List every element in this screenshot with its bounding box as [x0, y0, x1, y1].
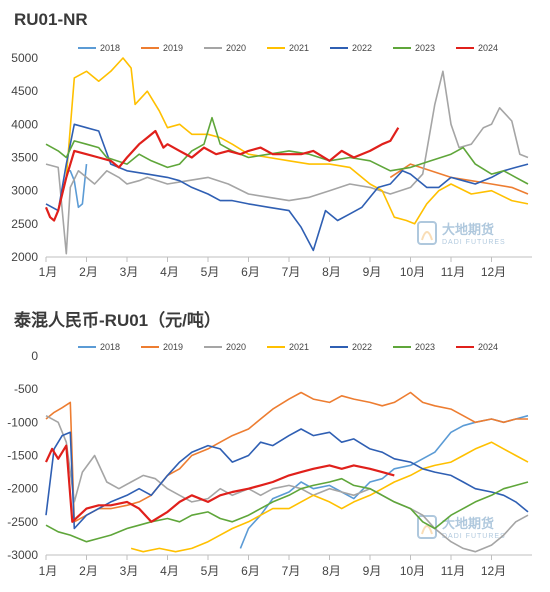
legend-label-2023: 2023 — [415, 342, 435, 352]
watermark-name: 大地期货 — [442, 222, 494, 237]
x-tick-label: 7月 — [282, 265, 301, 279]
y-tick-label: 2000 — [11, 250, 38, 264]
series-line-2021 — [130, 441, 529, 553]
y-tick-label: -500 — [14, 382, 38, 396]
watermark-name: 大地期货 — [442, 516, 494, 531]
y-tick-label: -3000 — [7, 548, 38, 562]
x-tick-label: 8月 — [322, 564, 341, 578]
series-line-2020 — [45, 70, 529, 255]
y-tick-label: -2500 — [7, 515, 38, 529]
chart-title: 泰混人民币-RU01（元/吨） — [14, 311, 221, 330]
legend-label-2020: 2020 — [226, 342, 246, 352]
y-tick-label: 3500 — [11, 151, 38, 165]
x-tick-label: 6月 — [241, 265, 260, 279]
chart-title: RU01-NR — [14, 10, 88, 29]
series-line-2023 — [45, 116, 529, 185]
legend-label-2024: 2024 — [478, 43, 498, 53]
x-tick-label: 8月 — [322, 265, 341, 279]
y-tick-label: 5000 — [11, 51, 38, 65]
watermark-sub: DADI FUTURES — [442, 239, 506, 246]
y-tick-label: 2500 — [11, 217, 38, 231]
y-tick-label: -1000 — [7, 415, 38, 429]
x-tick-label: 5月 — [201, 265, 220, 279]
legend-label-2018: 2018 — [100, 43, 120, 53]
chart-panel-thai-mix-rmb-ru01: 泰混人民币-RU01（元/吨） 大地期货 DADI FUTURES -3000 -25… — [0, 296, 550, 592]
x-tick-label: 5月 — [201, 564, 220, 578]
x-tick-label: 7月 — [282, 564, 301, 578]
y-tick-label: 0 — [31, 349, 38, 363]
x-tick-label: 3月 — [120, 564, 139, 578]
y-tick-label: 3000 — [11, 184, 38, 198]
x-tick-label: 9月 — [363, 564, 382, 578]
x-tick-label: 10月 — [400, 265, 425, 279]
legend-label-2023: 2023 — [415, 43, 435, 53]
series-line-2019 — [389, 163, 529, 195]
legend-label-2022: 2022 — [352, 43, 372, 53]
legend-label-2019: 2019 — [163, 342, 183, 352]
legend: 2018 2019 2020 2021 2022 2023 2024 — [78, 43, 498, 53]
series-line-2018 — [66, 164, 88, 209]
legend-label-2021: 2021 — [289, 43, 309, 53]
series-line-2024 — [45, 444, 395, 523]
watermark-sub: DADI FUTURES — [442, 533, 506, 540]
x-tick-label: 4月 — [160, 265, 179, 279]
x-tick-label: 12月 — [481, 265, 506, 279]
legend-label-2020: 2020 — [226, 43, 246, 53]
x-tick-label: 2月 — [79, 265, 98, 279]
x-tick-label: 11月 — [441, 265, 465, 279]
series-line-2024 — [44, 127, 400, 222]
x-tick-label: 2月 — [79, 564, 98, 578]
chart-thai-mix-rmb-ru01: 大地期货 DADI FUTURES -3000 -2500 -2000 -1500 -100… — [7, 342, 532, 578]
watermark-logo: 大地期货 DADI FUTURES — [417, 515, 506, 540]
x-tick-label: 11月 — [441, 564, 465, 578]
watermark-logo: 大地期货 DADI FUTURES — [417, 221, 506, 246]
x-tick-label: 1月 — [39, 265, 58, 279]
x-tick-label: 1月 — [39, 564, 58, 578]
legend-label-2018: 2018 — [100, 342, 120, 352]
legend-label-2019: 2019 — [163, 43, 183, 53]
y-tick-label: -1500 — [7, 449, 38, 463]
x-tick-label: 10月 — [400, 564, 425, 578]
x-tick-label: 4月 — [160, 564, 179, 578]
x-tick-label: 6月 — [241, 564, 260, 578]
series-line-2020 — [45, 414, 529, 553]
legend: 2018 2019 2020 2021 2022 2023 2024 — [78, 342, 498, 352]
y-tick-label: -2000 — [7, 482, 38, 496]
y-tick-label: 4000 — [11, 117, 38, 131]
chart-panel-ru01-nr: RU01-NR 大地期货 DADI FUTURES 2000 2500 3000 3500… — [11, 10, 532, 279]
legend-label-2022: 2022 — [352, 342, 372, 352]
x-tick-label: 9月 — [363, 265, 382, 279]
series-line-2023 — [45, 477, 529, 543]
series-line-2022 — [45, 428, 529, 530]
series-line-2022 — [45, 123, 529, 252]
y-tick-label: 4500 — [11, 84, 38, 98]
x-tick-label: 12月 — [481, 564, 506, 578]
series-line-2019 — [45, 391, 528, 523]
legend-label-2021: 2021 — [289, 342, 309, 352]
chart-ru01-nr: 大地期货 DADI FUTURES 2000 2500 3000 3500 4000 4500… — [11, 43, 532, 279]
x-tick-label: 3月 — [120, 265, 139, 279]
legend-label-2024: 2024 — [478, 342, 498, 352]
